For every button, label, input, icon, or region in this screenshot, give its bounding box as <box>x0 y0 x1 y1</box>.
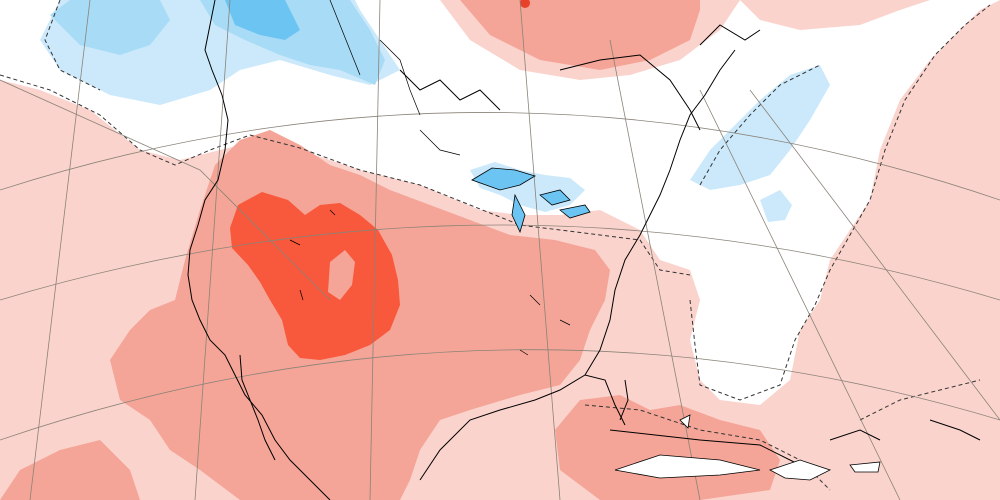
cold-anomaly-strong <box>225 0 300 40</box>
warm-anomaly-hole <box>328 250 355 300</box>
coastlines <box>187 0 981 500</box>
caribbean-islands <box>614 414 881 481</box>
inland-water-detail <box>289 0 571 356</box>
warm-anomaly-peak <box>520 0 530 8</box>
warm-anomaly-strong <box>230 192 400 360</box>
great-lakes <box>471 167 591 234</box>
